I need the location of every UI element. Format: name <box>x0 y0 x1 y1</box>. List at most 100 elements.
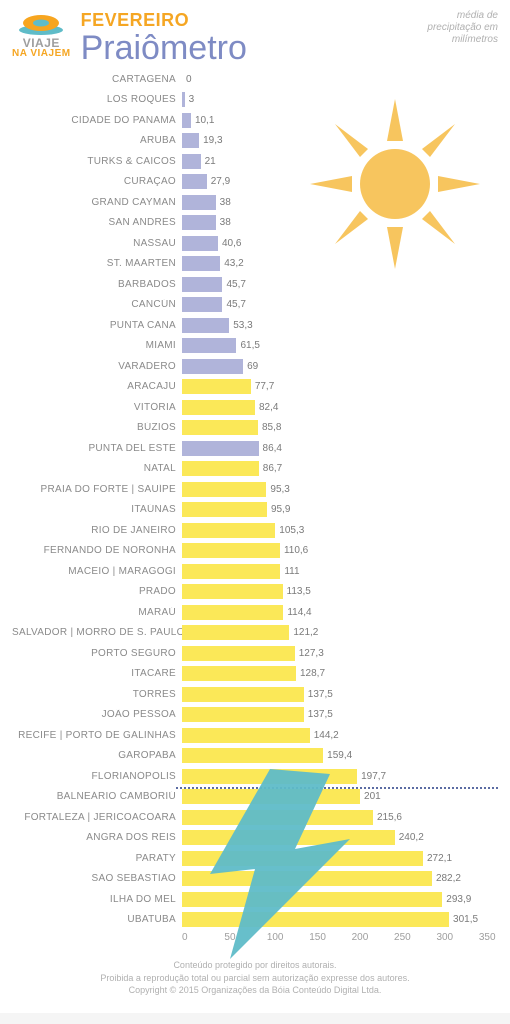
bar-value: 105,3 <box>275 522 304 539</box>
bar-value: 272,1 <box>423 850 452 867</box>
bar-value: 10,1 <box>191 112 214 129</box>
bar-value: 95,9 <box>267 501 290 518</box>
table-row: CARTAGENA0 <box>12 69 498 90</box>
bar-value: 293,9 <box>442 891 471 908</box>
row-label: LOS ROQUES <box>12 94 182 105</box>
brand-line2: NA VIAJEM <box>12 49 71 58</box>
bar-value: 21 <box>201 153 216 170</box>
bar <box>182 748 323 763</box>
table-row: ARUBA19,3 <box>12 131 498 152</box>
table-row: CANCÚN45,7 <box>12 295 498 316</box>
table-row: SAN ANDRÉS38 <box>12 213 498 234</box>
bar-area: 53,3 <box>182 317 498 334</box>
table-row: RECIFE | PORTO DE GALINHAS144,2 <box>12 725 498 746</box>
table-row: PRAIA DO FORTE | SAUÍPE95,3 <box>12 479 498 500</box>
bar-area: 215,6 <box>182 809 498 826</box>
bar <box>182 338 236 353</box>
row-label: NATAL <box>12 463 182 474</box>
bar-value: 43,2 <box>220 255 243 272</box>
footer-l3: Copyright © 2015 Organizações da Bóia Co… <box>20 984 490 997</box>
bar-area: 121,2 <box>182 624 498 641</box>
row-label: PARATY <box>12 853 182 864</box>
bar-value: 40,6 <box>218 235 241 252</box>
row-label: BÚZIOS <box>12 422 182 433</box>
bar <box>182 420 258 435</box>
bar <box>182 543 280 558</box>
footer-l1: Conteúdo protegido por direitos autorais… <box>20 959 490 972</box>
table-row: MACEIÓ | MARAGOGI111 <box>12 561 498 582</box>
bar-area: 114,4 <box>182 604 498 621</box>
bar <box>182 687 304 702</box>
row-label: PRADO <box>12 586 182 597</box>
bar <box>182 297 222 312</box>
bar-area: 45,7 <box>182 296 498 313</box>
bar-value: 77,7 <box>251 378 274 395</box>
bar-area: 21 <box>182 153 498 170</box>
bar-area: 86,7 <box>182 460 498 477</box>
bar <box>182 174 207 189</box>
bar-value: 3 <box>185 91 195 108</box>
bar-area: 3 <box>182 91 498 108</box>
bar <box>182 728 310 743</box>
row-label: FERNANDO DE NORONHA <box>12 545 182 556</box>
axis-tick: 300 <box>436 932 478 943</box>
bar <box>182 502 267 517</box>
bar-area: 85,8 <box>182 419 498 436</box>
bar-value: 0 <box>182 71 192 88</box>
bar-value: 82,4 <box>255 399 278 416</box>
header: VIAJE NA VIAJEM FEVEREIRO Praiômetro méd… <box>0 0 510 69</box>
table-row: FERNANDO DE NORONHA110,6 <box>12 541 498 562</box>
table-row: ITACARÉ128,7 <box>12 664 498 685</box>
row-label: BALNEÁRIO CAMBORIÚ <box>12 791 182 802</box>
bar-value: 240,2 <box>395 829 424 846</box>
table-row: JOÃO PESSOA137,5 <box>12 705 498 726</box>
bar <box>182 646 295 661</box>
bar-value: 121,2 <box>289 624 318 641</box>
bar <box>182 359 243 374</box>
bar-area: 128,7 <box>182 665 498 682</box>
bar <box>182 256 220 271</box>
bar <box>182 215 216 230</box>
chart: CARTAGENA0 LOS ROQUES3 CIDADE DO PANAMÁ10,… <box>0 69 510 949</box>
bar-area: 159,4 <box>182 747 498 764</box>
table-row: FORTALEZA | JERICOACOARA215,6 <box>12 807 498 828</box>
row-label: ITACARÉ <box>12 668 182 679</box>
table-row: SALVADOR | MORRO DE S. PAULO121,2 <box>12 623 498 644</box>
footer: Conteúdo protegido por direitos autorais… <box>0 949 510 1013</box>
axis-tick: 200 <box>352 932 394 943</box>
row-label: PRAIA DO FORTE | SAUÍPE <box>12 484 182 495</box>
bar-area: 10,1 <box>182 112 498 129</box>
bar-value: 144,2 <box>310 727 339 744</box>
table-row: VARADERO69 <box>12 356 498 377</box>
row-label: ARACAJU <box>12 381 182 392</box>
bar-area: 0 <box>182 71 498 88</box>
bar <box>182 830 395 845</box>
month-label: FEVEREIRO <box>81 10 428 31</box>
table-row: ST. MAARTEN 43,2 <box>12 254 498 275</box>
bar-value: 69 <box>243 358 258 375</box>
bar <box>182 236 218 251</box>
row-label: GAROPABA <box>12 750 182 761</box>
bar-value: 19,3 <box>199 132 222 149</box>
bar-area: 19,3 <box>182 132 498 149</box>
table-row: BÚZIOS85,8 <box>12 418 498 439</box>
bar-area: 137,5 <box>182 686 498 703</box>
bar-area: 137,5 <box>182 706 498 723</box>
table-row: CIDADE DO PANAMÁ10,1 <box>12 110 498 131</box>
row-label: PUNTA DEL ESTE <box>12 443 182 454</box>
table-row: GAROPABA159,4 <box>12 746 498 767</box>
bar <box>182 195 216 210</box>
bar <box>182 564 280 579</box>
row-label: UBATUBA <box>12 914 182 925</box>
table-row: SÃO SEBASTIÃO282,2 <box>12 869 498 890</box>
bar <box>182 482 266 497</box>
bar <box>182 379 251 394</box>
bar <box>182 912 449 927</box>
row-label: ST. MAARTEN <box>12 258 182 269</box>
bar-area: 40,6 <box>182 235 498 252</box>
chart-rows: CARTAGENA0 LOS ROQUES3 CIDADE DO PANAMÁ10,… <box>12 69 498 930</box>
axis-tick: 250 <box>394 932 436 943</box>
bar-value: 61,5 <box>236 337 259 354</box>
bar-area: 113,5 <box>182 583 498 600</box>
row-label: JOÃO PESSOA <box>12 709 182 720</box>
